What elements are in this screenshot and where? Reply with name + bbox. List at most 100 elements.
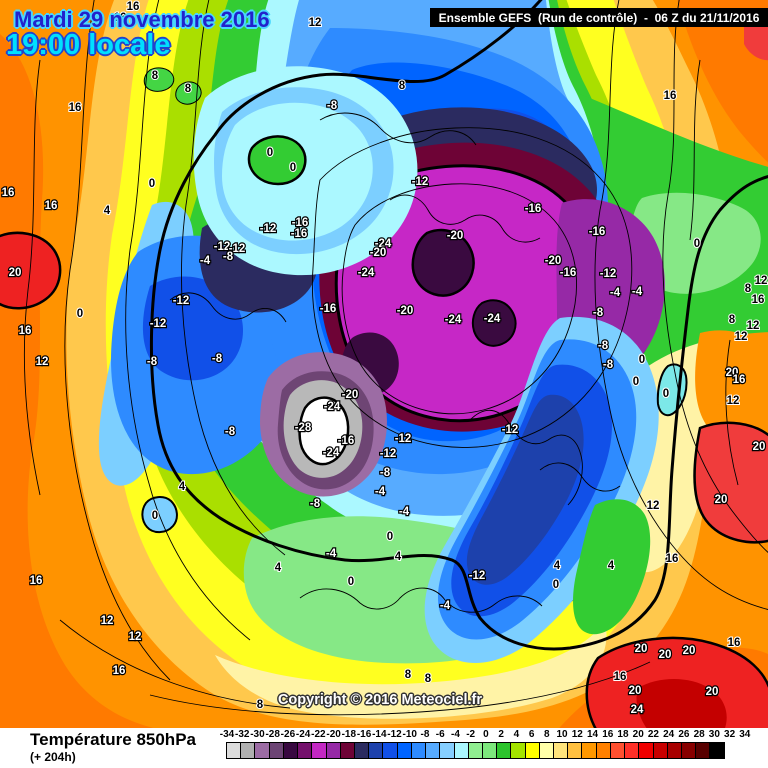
contour-line-8: [594, 0, 768, 610]
temperature-label: -12: [214, 241, 231, 253]
scale-cell: [595, 742, 611, 759]
scale-tick: 24: [663, 729, 675, 740]
temperature-label: 16: [666, 553, 679, 565]
scale-tick: 30: [708, 729, 720, 740]
scale-tick: -14: [372, 729, 387, 740]
temperature-label: -28: [295, 422, 312, 434]
temperature-label: -4: [440, 600, 451, 612]
scale-tick: 32: [724, 729, 736, 740]
temperature-label: -12: [229, 243, 246, 255]
temperature-label: -8: [147, 356, 158, 368]
contour-line-13: [539, 462, 621, 492]
temperature-label: 16: [2, 187, 15, 199]
temperature-label: 12: [647, 500, 660, 512]
temperature-label: -12: [380, 448, 397, 460]
scale-cell: [553, 742, 569, 759]
scale-tick: 28: [693, 729, 705, 740]
temperature-label: 20: [9, 267, 22, 279]
copyright-text: Copyright © 2016 Meteociel.fr: [277, 692, 483, 708]
temperature-label: -16: [338, 435, 355, 447]
scale-tick: 26: [678, 729, 690, 740]
map-local-time: 19:00 locale: [6, 29, 171, 61]
contour-line-1: [64, 0, 171, 681]
region-red-top-right: [744, 19, 768, 61]
temperature-label: -12: [469, 570, 486, 582]
region-darkpurple-c: [471, 299, 517, 347]
scale-tick: 4: [513, 729, 520, 740]
temperature-label: -8: [593, 307, 604, 319]
temperature-label: 20: [715, 494, 728, 506]
contour-line-18: [341, 183, 578, 415]
scale-tick: -28: [265, 729, 280, 740]
scale-cell: [666, 742, 682, 759]
region-red-right: [693, 421, 768, 544]
scale-cell: [382, 742, 398, 759]
scale-cell: [368, 742, 384, 759]
temperature-label: 8: [405, 669, 412, 681]
temperature-label: 16: [728, 637, 741, 649]
temperature-label: 0: [633, 376, 639, 388]
temperature-label: 4: [179, 481, 186, 493]
temperature-label: -24: [324, 401, 341, 413]
scale-tick: -2: [466, 729, 476, 740]
scale-cell: [453, 742, 469, 759]
temperature-label: 8: [745, 283, 752, 295]
scale-tick: -20: [326, 729, 341, 740]
color-scale-ticks: -34 -32 -30 -28 -26 -24 -22 -20 -18 -16 -14 -12 -10-…: [220, 728, 766, 741]
temperature-label: 20: [659, 649, 672, 661]
scale-cell: [425, 742, 441, 759]
temperature-label: -12: [395, 433, 412, 445]
temperature-label: -16: [589, 226, 606, 238]
region-coldpool-lobe-core: [466, 394, 584, 585]
temperature-label: -20: [370, 247, 387, 259]
temperature-label: -16: [291, 228, 308, 240]
temperature-label: 16: [664, 90, 677, 102]
temperature-label: 0: [348, 576, 354, 588]
scale-tick: 14: [586, 729, 599, 740]
contour-line-2: [125, 0, 251, 641]
contour-line-15: [689, 59, 701, 241]
temperature-label: 8: [425, 673, 432, 685]
temperature-label: 16: [45, 200, 58, 212]
temperature-label: 20: [753, 441, 766, 453]
scale-cell: [339, 742, 355, 759]
region-green-oval-a: [143, 67, 175, 92]
contour-line-10: [149, 661, 651, 716]
temperature-label: 0: [267, 147, 273, 159]
temperature-label: 8: [399, 80, 406, 92]
temperature-label: -8: [327, 100, 338, 112]
temperature-label: -4: [610, 287, 621, 299]
scale-cell: [254, 742, 270, 759]
scale-tick: 2: [498, 729, 504, 740]
scale-cell: [268, 742, 284, 759]
temperature-label: -20: [342, 389, 359, 401]
region-red-bottom-right-core: [636, 679, 727, 730]
scale-tick: 10: [556, 729, 568, 740]
temperature-label: -20: [447, 230, 464, 242]
contour-line-4: [299, 587, 543, 613]
temperature-label: 0: [149, 178, 155, 190]
parameter-title: Température 850hPa: [30, 730, 196, 749]
scale-cell: [709, 742, 725, 759]
scale-cell: [538, 742, 555, 759]
contour-line-14: [23, 59, 41, 496]
map-date: Mardi 29 novembre 2016: [14, 7, 270, 32]
temperature-label: -24: [445, 314, 462, 326]
temperature-label: 0: [387, 531, 393, 543]
temperature-label: 20: [683, 645, 696, 657]
temperature-label: 20: [635, 643, 648, 655]
contour-line-12: [319, 112, 477, 146]
temperature-label: 16: [733, 374, 746, 386]
region-darkpurple-a: [411, 228, 475, 297]
temperature-label: -16: [292, 217, 309, 229]
scale-tick: -16: [356, 729, 372, 740]
temperature-label: 16: [69, 102, 82, 114]
scale-cell: [496, 742, 512, 759]
temperature-label: 12: [755, 275, 768, 287]
temperature-label: 20: [726, 367, 739, 379]
scale-cell: [439, 742, 455, 759]
temperature-label: -12: [600, 268, 617, 280]
temperature-label: 16: [30, 575, 43, 587]
